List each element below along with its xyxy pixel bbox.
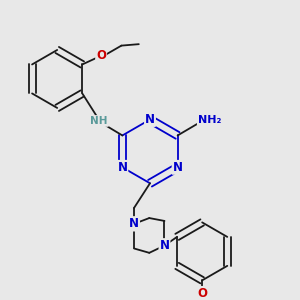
Text: N: N [129, 217, 139, 230]
Text: O: O [197, 287, 207, 300]
Text: NH: NH [91, 116, 108, 126]
Text: N: N [172, 161, 183, 174]
Text: N: N [160, 239, 170, 252]
Text: NH₂: NH₂ [198, 115, 221, 124]
Text: N: N [117, 161, 128, 174]
Text: N: N [129, 217, 139, 230]
Text: N: N [145, 113, 155, 126]
Text: O: O [96, 49, 106, 62]
